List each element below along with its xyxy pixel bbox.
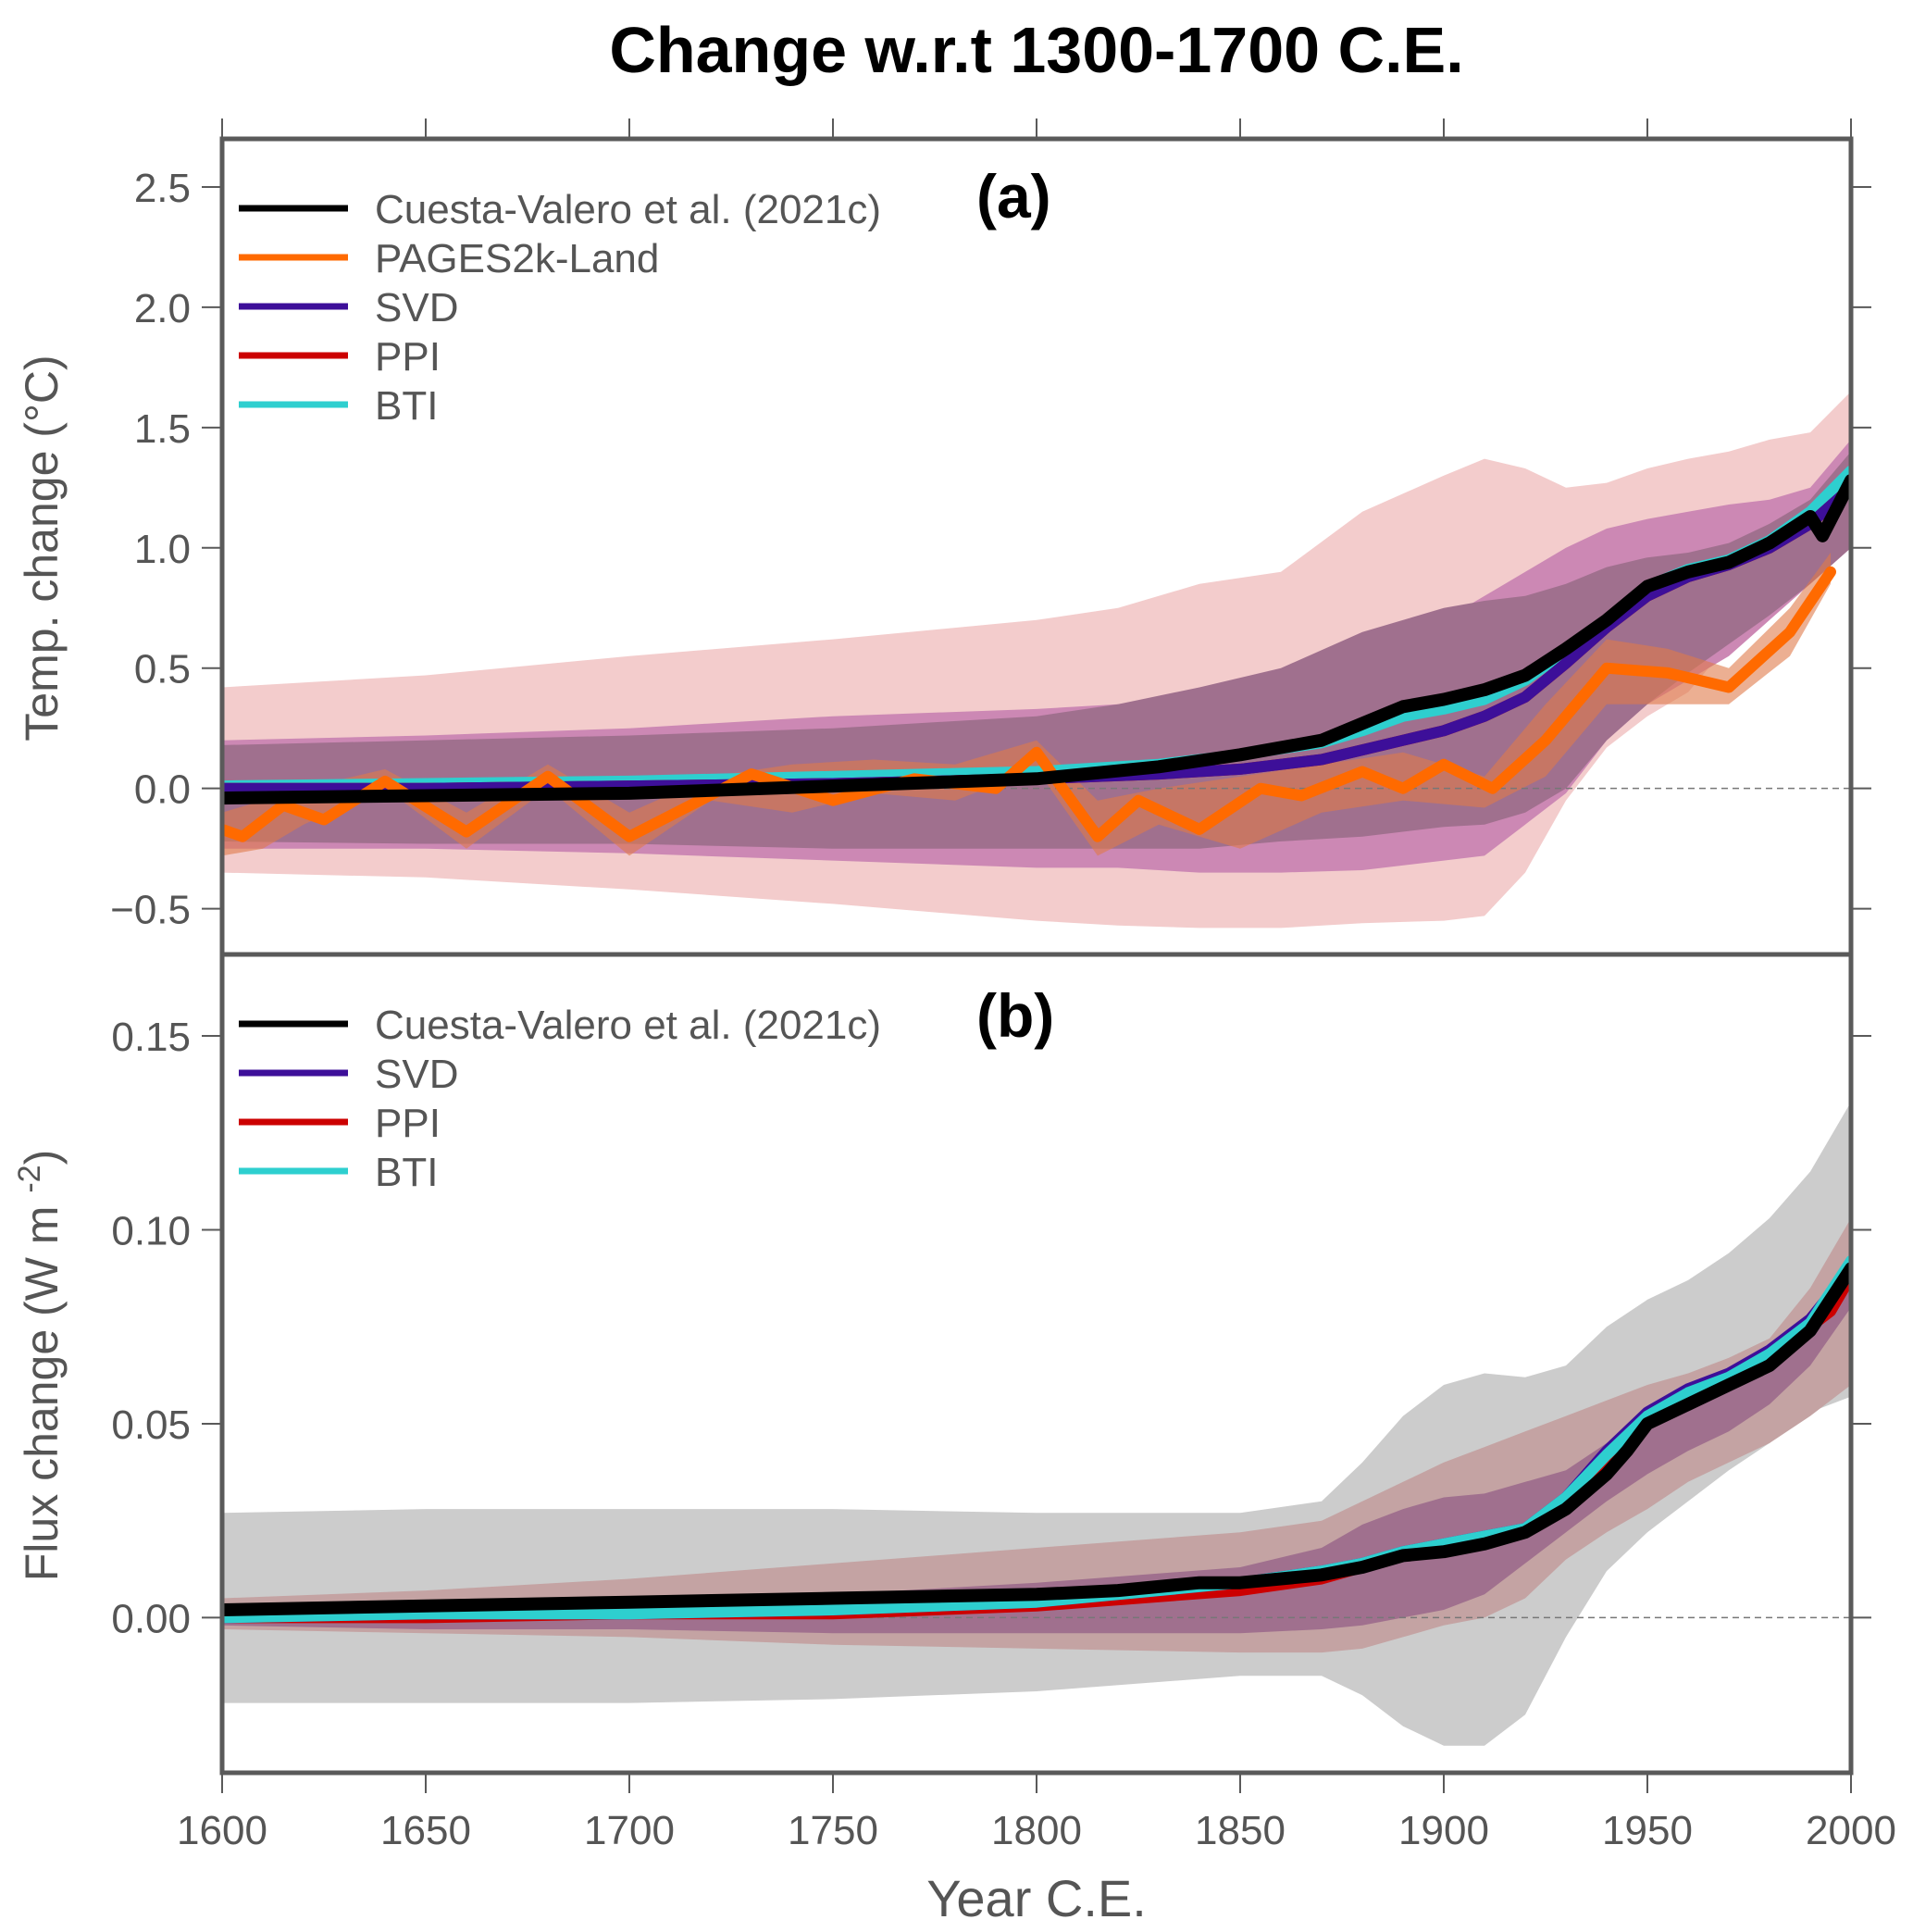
panel-b: 0.00 0.05 0.10 0.15 Flux change (W m -2) (b…: [12, 981, 1871, 1746]
panel-a-bands: [222, 391, 1851, 929]
panel-b-label: (b): [976, 981, 1054, 1050]
panel-b-series: [222, 1255, 1851, 1624]
y-tick-label: 0.5: [134, 647, 191, 692]
y-tick-label: 0.05: [111, 1402, 191, 1448]
y-tick-label: 0.00: [111, 1596, 191, 1641]
panel-b-y-axis-label-superscript: -2: [12, 1165, 47, 1192]
series-bti: [222, 1255, 1851, 1624]
legend-label: BTI: [375, 1150, 438, 1195]
legend-label: PAGES2k-Land: [375, 236, 659, 281]
y-tick-label: 1.0: [134, 527, 191, 572]
panel-a-label: (a): [976, 162, 1051, 231]
panel-b-y-axis-label-text: Flux change (W m: [16, 1206, 68, 1582]
legend-label: SVD: [375, 1052, 458, 1097]
band-pages2k-range: [222, 553, 1831, 856]
x-tick-label: 1750: [788, 1808, 878, 1853]
band-common-range: [222, 451, 1851, 849]
x-tick-label: 1950: [1602, 1808, 1693, 1853]
chart-title: Change w.r.t 1300-1700 C.E.: [609, 14, 1463, 86]
x-tick-label: 1850: [1195, 1808, 1286, 1853]
panel-a-y-axis-label: Temp. change (°C): [16, 355, 68, 741]
y-tick-label: 0.15: [111, 1015, 191, 1060]
y-tick-label: −0.5: [110, 888, 191, 933]
y-tick-label: 2.0: [134, 286, 191, 331]
x-tick-label: 1650: [380, 1808, 471, 1853]
y-tick-label: 2.5: [134, 166, 191, 211]
panel-b-bands: [222, 1102, 1851, 1746]
panel-a: −0.5 0.0 0.5 1.0 1.5 2.0 2.5 Temp. change (°C)…: [16, 162, 1871, 933]
x-tick-label: 1600: [177, 1808, 267, 1853]
legend-label: PPI: [375, 1101, 441, 1146]
legend-label: PPI: [375, 334, 441, 380]
panel-a-y-ticks: −0.5 0.0 0.5 1.0 1.5 2.0 2.5: [110, 166, 1871, 933]
panel-a-legend: Cuesta-Valero et al. (2021c)PAGES2k-Land…: [239, 187, 881, 429]
legend-label: Cuesta-Valero et al. (2021c): [375, 187, 881, 232]
legend-label: BTI: [375, 383, 438, 429]
y-tick-label: 1.5: [134, 406, 191, 452]
legend-label: Cuesta-Valero et al. (2021c): [375, 1003, 881, 1048]
panel-b-y-axis-label-close: ): [16, 1150, 68, 1165]
x-axis-label: Year C.E.: [926, 1869, 1147, 1927]
y-tick-label: 0.10: [111, 1208, 191, 1253]
series-cuesta-valero-et-al-2021c-: [222, 474, 1851, 805]
series-pages2k-land: [222, 566, 1836, 842]
panel-a-series: [222, 465, 1851, 842]
x-tick-label: 1800: [991, 1808, 1082, 1853]
panel-b-y-ticks: 0.00 0.05 0.10 0.15: [111, 1015, 1871, 1641]
x-tick-label: 1900: [1398, 1808, 1489, 1853]
legend-label: SVD: [375, 285, 458, 330]
x-tick-label: 2000: [1806, 1808, 1896, 1853]
y-tick-label: 0.0: [134, 767, 191, 813]
x-axis: 1600 1650 1700 1750 1800 1850 1900 1950 2000: [177, 118, 1896, 1853]
series-cuesta-valero-et-al-2021c-: [222, 1262, 1851, 1616]
panel-b-y-axis-label: Flux change (W m -2): [12, 1150, 68, 1581]
x-tick-label: 1700: [584, 1808, 675, 1853]
